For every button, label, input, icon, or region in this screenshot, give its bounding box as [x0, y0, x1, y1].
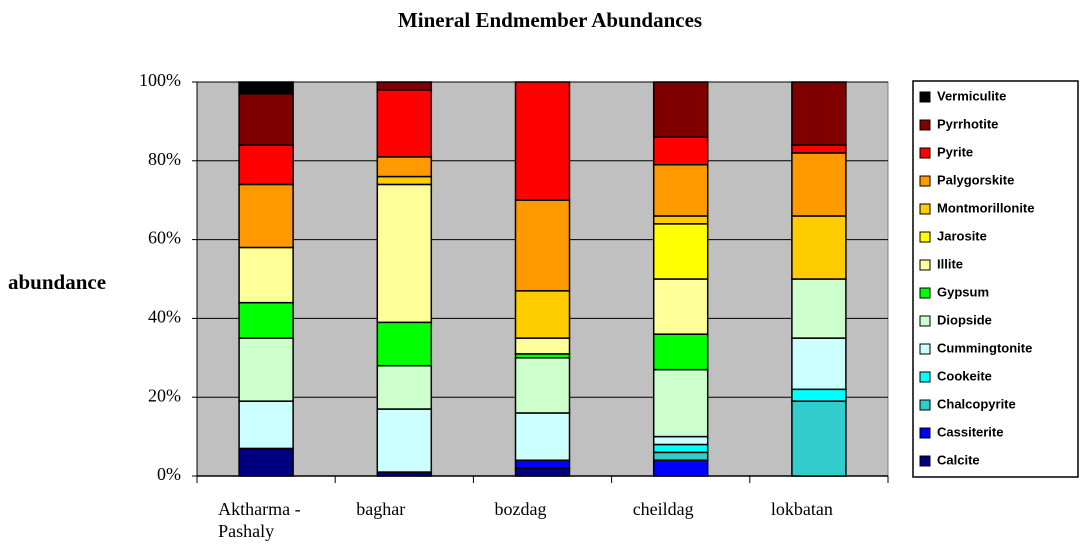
bar-segment [376, 156, 433, 178]
bar-segment [514, 467, 571, 477]
legend-swatch [919, 287, 931, 299]
legend-label: Calcite [937, 452, 980, 467]
x-tick-label: Aktharma - Pashaly [218, 499, 301, 541]
bar-segment [514, 199, 571, 292]
legend-swatch [919, 371, 931, 383]
legend-swatch [919, 427, 931, 439]
bar-segment [514, 357, 571, 414]
bar-segment [652, 451, 709, 461]
bar-segment [652, 136, 709, 166]
bar-segment [791, 278, 847, 339]
bar-segment [376, 364, 433, 410]
bar-segment [652, 278, 709, 335]
bar-segment [652, 223, 709, 280]
bar-segment [791, 388, 847, 402]
x-tick-label: cheildag [632, 499, 694, 519]
x-tick-label: lokbatan [770, 499, 833, 519]
bar-segment [791, 144, 847, 154]
bar-segment [652, 163, 709, 217]
legend-label: Chalcopyrite [937, 396, 1016, 411]
bar-segment [652, 81, 709, 138]
bar-segment [376, 81, 433, 91]
legend-box [912, 80, 1079, 478]
bar-segment [791, 400, 847, 477]
y-tick-label: 0% [157, 464, 181, 484]
bar-segment [376, 408, 433, 473]
legend-label: Palygorskite [937, 172, 1014, 187]
legend-swatch [919, 175, 931, 187]
y-tick-label: 40% [148, 307, 181, 327]
legend-swatch [919, 343, 931, 355]
y-tick-label: 60% [148, 228, 181, 248]
legend-swatch [919, 231, 931, 243]
bar-segment [514, 337, 571, 355]
legend-label: Diopside [937, 312, 992, 327]
bar-segment [652, 368, 709, 438]
bar-segment [514, 81, 571, 201]
bar-segment [376, 183, 433, 324]
bar-segment [376, 89, 433, 158]
bar-segment [376, 175, 433, 186]
y-tick-label: 20% [148, 385, 181, 405]
chart-title: Mineral Endmember Abundances [398, 8, 702, 32]
legend-label: Gypsum [937, 284, 989, 299]
x-tick-label: bozdag [494, 499, 547, 519]
bar-segment [652, 443, 709, 454]
legend-swatch [919, 315, 931, 327]
bar-segment [652, 215, 709, 225]
bar-segment [238, 301, 294, 339]
x-tick-label: baghar [356, 499, 406, 519]
bar-segment [791, 337, 847, 391]
legend-swatch [919, 203, 931, 215]
legend-swatch [919, 259, 931, 271]
bar-segment [238, 144, 294, 186]
bar-segment [652, 459, 709, 477]
legend-label: Cummingtonite [937, 340, 1032, 355]
legend-swatch [919, 119, 931, 131]
y-tick-label: 100% [139, 70, 181, 90]
y-tick-label: 80% [148, 149, 181, 169]
bar-segment [238, 183, 294, 249]
bar-segment [514, 412, 571, 461]
legend-swatch [919, 399, 931, 411]
bar-segment [791, 152, 847, 217]
bar-segment [652, 435, 709, 446]
legend-swatch [919, 455, 931, 467]
bar-segment [238, 400, 294, 450]
bar-segment [376, 321, 433, 367]
bar-segment [791, 81, 847, 146]
bar-segment [514, 290, 571, 339]
legend-swatch [919, 91, 931, 103]
bar-segment [238, 337, 294, 402]
legend-label: Cassiterite [937, 424, 1003, 439]
bar-segment [238, 81, 294, 95]
legend-label: Cookeite [937, 368, 992, 383]
legend-label: Vermiculite [937, 88, 1006, 103]
legend-label: Illite [937, 256, 963, 271]
bar-segment [791, 215, 847, 280]
legend-label: Montmorillonite [937, 200, 1035, 215]
y-axis-label: abundance [8, 270, 106, 294]
legend-swatch [919, 147, 931, 159]
bar-segment [238, 447, 294, 477]
bar-segment [238, 246, 294, 304]
legend-label: Pyrrhotite [937, 116, 998, 131]
legend-label: Jarosite [937, 228, 987, 243]
legend-label: Pyrite [937, 144, 973, 159]
bar-segment [652, 333, 709, 371]
bar-segment [238, 93, 294, 146]
bar-segment [514, 459, 571, 469]
